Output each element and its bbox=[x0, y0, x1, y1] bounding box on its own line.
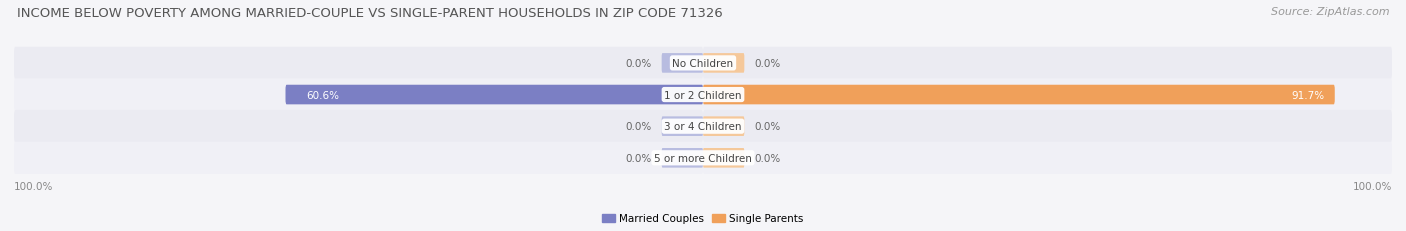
FancyBboxPatch shape bbox=[703, 148, 744, 168]
Text: 0.0%: 0.0% bbox=[755, 122, 780, 132]
Text: 0.0%: 0.0% bbox=[755, 59, 780, 69]
Text: Source: ZipAtlas.com: Source: ZipAtlas.com bbox=[1271, 7, 1389, 17]
Text: No Children: No Children bbox=[672, 59, 734, 69]
FancyBboxPatch shape bbox=[285, 85, 703, 105]
FancyBboxPatch shape bbox=[703, 79, 1392, 111]
FancyBboxPatch shape bbox=[703, 110, 1392, 143]
FancyBboxPatch shape bbox=[703, 85, 1334, 105]
Legend: Married Couples, Single Parents: Married Couples, Single Parents bbox=[599, 210, 807, 228]
FancyBboxPatch shape bbox=[14, 142, 703, 174]
Text: 60.6%: 60.6% bbox=[307, 90, 339, 100]
FancyBboxPatch shape bbox=[703, 142, 1392, 174]
Text: 3 or 4 Children: 3 or 4 Children bbox=[664, 122, 742, 132]
Text: 100.0%: 100.0% bbox=[1353, 181, 1392, 191]
Text: 5 or more Children: 5 or more Children bbox=[654, 153, 752, 163]
Text: 100.0%: 100.0% bbox=[14, 181, 53, 191]
FancyBboxPatch shape bbox=[703, 54, 744, 73]
Text: 0.0%: 0.0% bbox=[626, 122, 651, 132]
FancyBboxPatch shape bbox=[662, 117, 703, 136]
Text: INCOME BELOW POVERTY AMONG MARRIED-COUPLE VS SINGLE-PARENT HOUSEHOLDS IN ZIP COD: INCOME BELOW POVERTY AMONG MARRIED-COUPL… bbox=[17, 7, 723, 20]
FancyBboxPatch shape bbox=[703, 48, 1392, 80]
FancyBboxPatch shape bbox=[662, 148, 703, 168]
FancyBboxPatch shape bbox=[662, 54, 703, 73]
Text: 0.0%: 0.0% bbox=[755, 153, 780, 163]
FancyBboxPatch shape bbox=[703, 117, 744, 136]
FancyBboxPatch shape bbox=[14, 79, 703, 111]
FancyBboxPatch shape bbox=[14, 48, 703, 80]
Text: 0.0%: 0.0% bbox=[626, 59, 651, 69]
Text: 91.7%: 91.7% bbox=[1291, 90, 1324, 100]
Text: 0.0%: 0.0% bbox=[626, 153, 651, 163]
FancyBboxPatch shape bbox=[14, 110, 703, 143]
Text: 1 or 2 Children: 1 or 2 Children bbox=[664, 90, 742, 100]
